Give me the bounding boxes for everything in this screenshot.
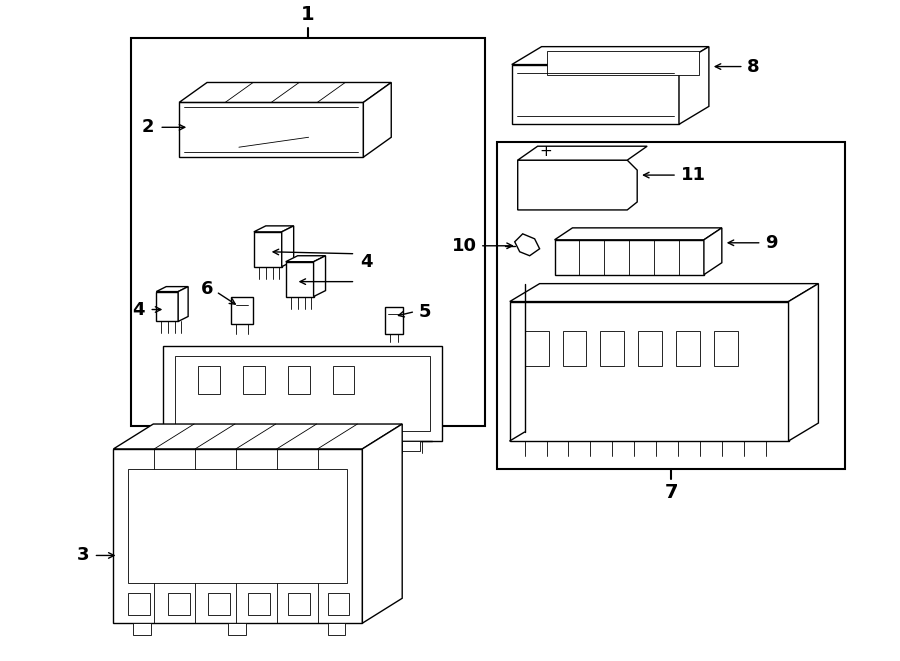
Text: 6: 6 — [201, 280, 213, 297]
Polygon shape — [512, 47, 709, 65]
Ellipse shape — [624, 53, 649, 65]
Bar — [546, 51, 699, 75]
Bar — [292, 441, 310, 451]
Bar — [328, 594, 349, 615]
Polygon shape — [178, 287, 188, 321]
Bar — [248, 594, 270, 615]
Bar — [562, 331, 587, 366]
Polygon shape — [285, 262, 313, 297]
Polygon shape — [282, 226, 293, 266]
Bar — [176, 356, 430, 431]
Bar — [600, 331, 625, 366]
Bar — [714, 331, 738, 366]
Bar — [163, 346, 442, 441]
Text: +: + — [539, 143, 552, 159]
Polygon shape — [679, 47, 709, 124]
Polygon shape — [254, 226, 293, 232]
Polygon shape — [512, 65, 679, 124]
Bar — [676, 331, 700, 366]
Polygon shape — [363, 424, 402, 623]
Text: 4: 4 — [131, 301, 144, 319]
Polygon shape — [364, 83, 392, 157]
Bar — [497, 142, 845, 469]
Ellipse shape — [625, 256, 643, 266]
Polygon shape — [113, 424, 402, 449]
Polygon shape — [313, 256, 326, 297]
Bar — [328, 623, 346, 635]
Polygon shape — [509, 284, 818, 301]
Text: 7: 7 — [664, 483, 678, 502]
Bar — [194, 441, 211, 451]
Polygon shape — [285, 256, 326, 262]
Text: 3: 3 — [77, 547, 89, 564]
Text: 1: 1 — [302, 5, 315, 24]
Ellipse shape — [584, 53, 608, 65]
Bar — [208, 594, 230, 615]
Polygon shape — [157, 287, 188, 292]
Bar — [198, 366, 220, 394]
Polygon shape — [518, 146, 647, 160]
Bar — [231, 297, 253, 325]
Polygon shape — [509, 301, 788, 441]
Ellipse shape — [592, 256, 610, 266]
Ellipse shape — [656, 256, 674, 266]
Bar — [385, 307, 403, 334]
Ellipse shape — [161, 385, 181, 410]
Text: 8: 8 — [747, 58, 760, 75]
Bar — [129, 469, 347, 584]
Bar — [228, 623, 246, 635]
Bar — [332, 366, 355, 394]
Ellipse shape — [561, 256, 579, 266]
Polygon shape — [113, 449, 363, 623]
Bar — [131, 38, 485, 426]
Polygon shape — [554, 228, 722, 240]
Text: 4: 4 — [360, 253, 373, 271]
Text: 10: 10 — [452, 237, 477, 254]
Text: 11: 11 — [681, 166, 706, 184]
Polygon shape — [179, 102, 364, 157]
Bar — [638, 331, 662, 366]
Polygon shape — [515, 234, 540, 256]
Bar — [129, 594, 150, 615]
Polygon shape — [554, 240, 704, 275]
Polygon shape — [254, 232, 282, 266]
Polygon shape — [179, 83, 392, 102]
Text: 5: 5 — [418, 303, 430, 321]
Text: 9: 9 — [765, 234, 777, 252]
Text: 2: 2 — [142, 118, 154, 136]
Bar — [168, 594, 190, 615]
Bar — [288, 594, 310, 615]
Bar — [525, 331, 549, 366]
Ellipse shape — [424, 385, 444, 410]
Bar — [133, 623, 151, 635]
Polygon shape — [157, 292, 178, 321]
Polygon shape — [788, 284, 818, 441]
Bar — [402, 441, 420, 451]
Ellipse shape — [544, 53, 569, 65]
Polygon shape — [518, 160, 637, 210]
Bar — [243, 366, 265, 394]
Polygon shape — [704, 228, 722, 275]
Bar — [288, 366, 310, 394]
